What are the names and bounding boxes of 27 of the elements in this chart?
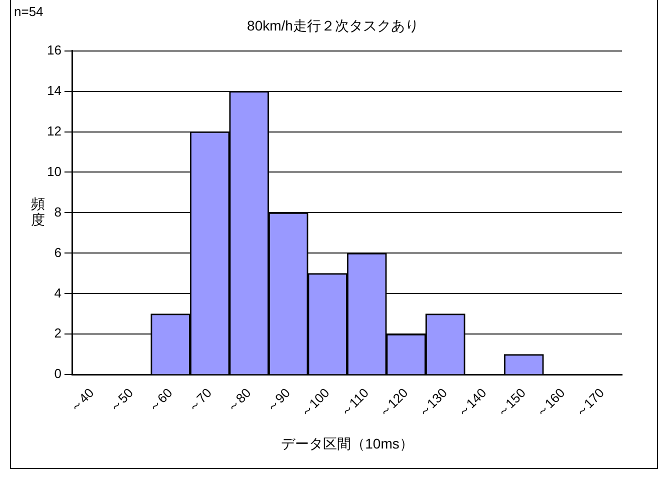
chart-title: 80km/h走行２次タスクあり <box>247 17 419 34</box>
x-tick-label: ～80 <box>224 385 254 416</box>
text: n=54 <box>14 4 44 20</box>
x-tick-label: ～40 <box>66 385 97 416</box>
y-tick-label: 10 <box>46 164 62 179</box>
x-tick-label: ～140 <box>454 385 490 420</box>
x-tick-label: ～60 <box>145 385 176 416</box>
y-tick-label: 4 <box>54 285 62 300</box>
x-tick-label: ～160 <box>532 385 568 420</box>
x-tick-label: ～150 <box>493 385 529 420</box>
x-tick-label: ～100 <box>297 385 332 420</box>
y-tick-label: 14 <box>46 82 62 98</box>
y-tick-label: 2 <box>54 326 62 341</box>
y-tick-label: 16 <box>46 42 62 58</box>
x-tick-label: ～70 <box>184 385 214 416</box>
x-axis-title: データ区間（10ms） <box>281 435 414 452</box>
x-tick-label: ～170 <box>572 385 608 420</box>
x-tick-label: ～130 <box>414 385 450 420</box>
x-tick-label: ～90 <box>262 385 293 416</box>
y-tick-label: 0 <box>54 366 62 382</box>
y-tick-label: 8 <box>54 204 62 220</box>
x-tick-label: ～50 <box>106 385 136 416</box>
y-tick-label: 12 <box>46 123 62 138</box>
y-tick-label: 6 <box>54 244 62 260</box>
x-tick-label: ～120 <box>376 385 411 420</box>
y-axis-title: 頻度 <box>31 196 45 228</box>
x-tick-label: ～110 <box>337 385 372 420</box>
